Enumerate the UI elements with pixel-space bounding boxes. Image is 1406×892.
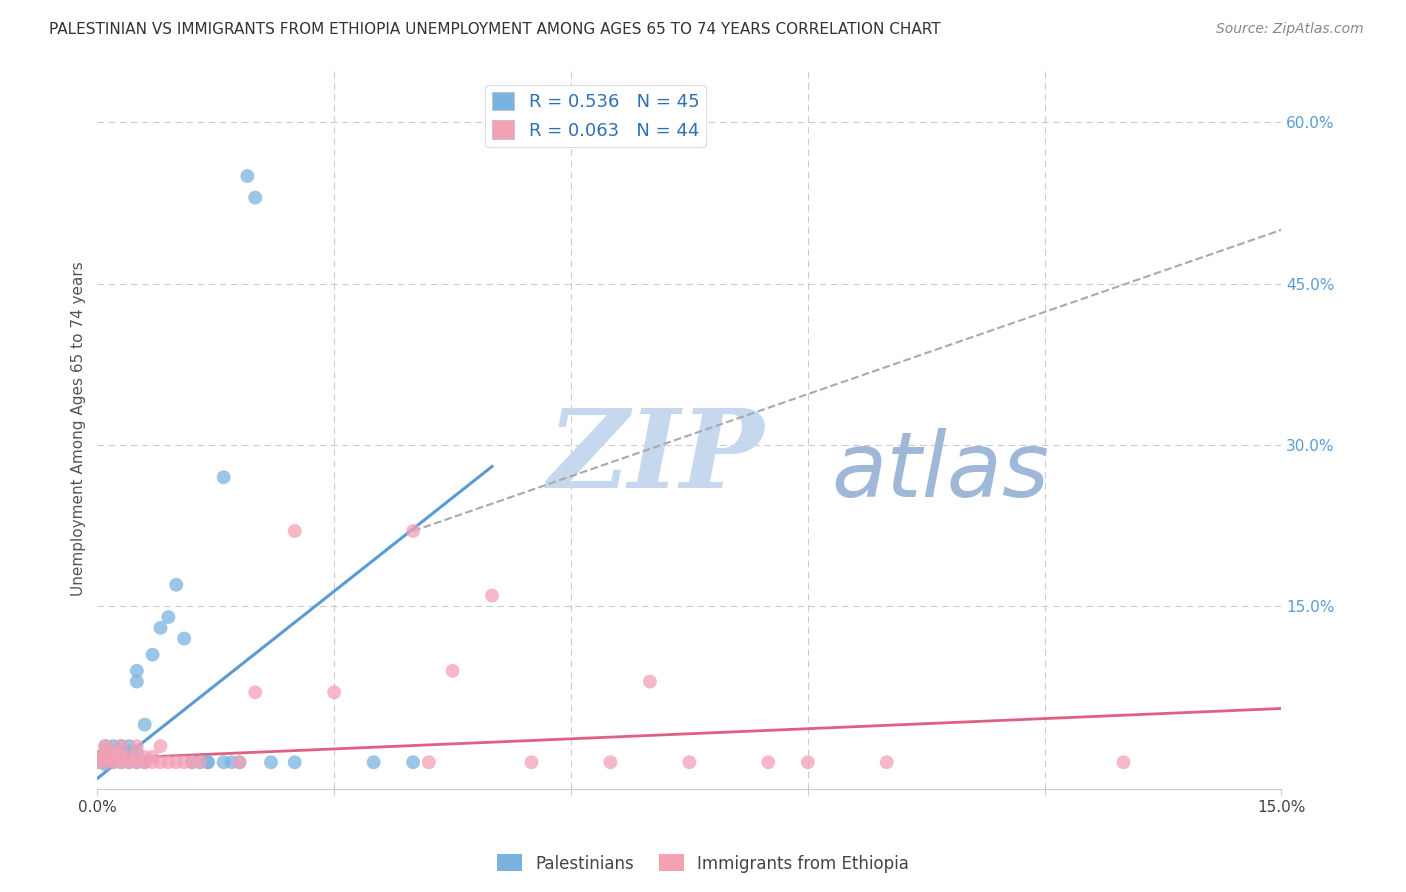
Point — [110, 756, 132, 770]
Point — [110, 750, 132, 764]
Point — [165, 578, 187, 592]
Point — [118, 739, 141, 753]
Point — [125, 664, 148, 678]
Point — [125, 756, 148, 770]
Point — [125, 756, 148, 770]
Point — [110, 739, 132, 753]
Point — [188, 756, 211, 770]
Point — [118, 756, 141, 770]
Point — [363, 756, 385, 770]
Point — [125, 750, 148, 764]
Point — [118, 756, 141, 770]
Point — [94, 739, 117, 753]
Point — [1112, 756, 1135, 770]
Point — [149, 756, 172, 770]
Text: ZIP: ZIP — [547, 404, 763, 511]
Y-axis label: Unemployment Among Ages 65 to 74 years: Unemployment Among Ages 65 to 74 years — [72, 261, 86, 596]
Point — [134, 756, 156, 770]
Point — [134, 717, 156, 731]
Point — [86, 750, 108, 764]
Point — [228, 756, 250, 770]
Point — [323, 685, 346, 699]
Point — [638, 674, 661, 689]
Point — [418, 756, 440, 770]
Point — [94, 750, 117, 764]
Point — [142, 750, 165, 764]
Point — [284, 524, 307, 538]
Point — [118, 744, 141, 758]
Point — [110, 750, 132, 764]
Point — [94, 756, 117, 770]
Point — [118, 750, 141, 764]
Point — [228, 756, 250, 770]
Point — [86, 756, 108, 770]
Point — [756, 756, 779, 770]
Point — [94, 744, 117, 758]
Point — [101, 750, 124, 764]
Point — [402, 756, 425, 770]
Point — [212, 756, 235, 770]
Legend: R = 0.536   N = 45, R = 0.063   N = 44: R = 0.536 N = 45, R = 0.063 N = 44 — [485, 85, 706, 147]
Point — [134, 756, 156, 770]
Point — [197, 756, 219, 770]
Point — [101, 756, 124, 770]
Point — [86, 756, 108, 770]
Point — [245, 191, 267, 205]
Point — [125, 750, 148, 764]
Point — [142, 648, 165, 662]
Point — [134, 750, 156, 764]
Point — [149, 739, 172, 753]
Point — [125, 674, 148, 689]
Point — [173, 756, 195, 770]
Legend: Palestinians, Immigrants from Ethiopia: Palestinians, Immigrants from Ethiopia — [491, 847, 915, 880]
Text: atlas: atlas — [831, 428, 1049, 516]
Point — [142, 756, 165, 770]
Point — [94, 744, 117, 758]
Point — [101, 756, 124, 770]
Point — [876, 756, 898, 770]
Point — [181, 756, 204, 770]
Point — [101, 739, 124, 753]
Point — [149, 621, 172, 635]
Point — [221, 756, 243, 770]
Point — [110, 739, 132, 753]
Point — [101, 744, 124, 758]
Point — [197, 756, 219, 770]
Point — [118, 750, 141, 764]
Point — [797, 756, 820, 770]
Point — [110, 744, 132, 758]
Point — [101, 744, 124, 758]
Point — [110, 756, 132, 770]
Point — [125, 744, 148, 758]
Point — [173, 632, 195, 646]
Point — [599, 756, 621, 770]
Point — [520, 756, 543, 770]
Point — [94, 756, 117, 770]
Text: Source: ZipAtlas.com: Source: ZipAtlas.com — [1216, 22, 1364, 37]
Point — [188, 756, 211, 770]
Point — [678, 756, 700, 770]
Point — [94, 750, 117, 764]
Point — [157, 756, 180, 770]
Point — [86, 750, 108, 764]
Point — [441, 664, 464, 678]
Point — [245, 685, 267, 699]
Point — [402, 524, 425, 538]
Point — [260, 756, 283, 770]
Point — [181, 756, 204, 770]
Point — [236, 169, 259, 183]
Point — [125, 739, 148, 753]
Point — [157, 610, 180, 624]
Point — [101, 750, 124, 764]
Point — [481, 589, 503, 603]
Point — [212, 470, 235, 484]
Text: PALESTINIAN VS IMMIGRANTS FROM ETHIOPIA UNEMPLOYMENT AMONG AGES 65 TO 74 YEARS C: PALESTINIAN VS IMMIGRANTS FROM ETHIOPIA … — [49, 22, 941, 37]
Point — [94, 739, 117, 753]
Point — [284, 756, 307, 770]
Point — [165, 756, 187, 770]
Point — [94, 757, 117, 772]
